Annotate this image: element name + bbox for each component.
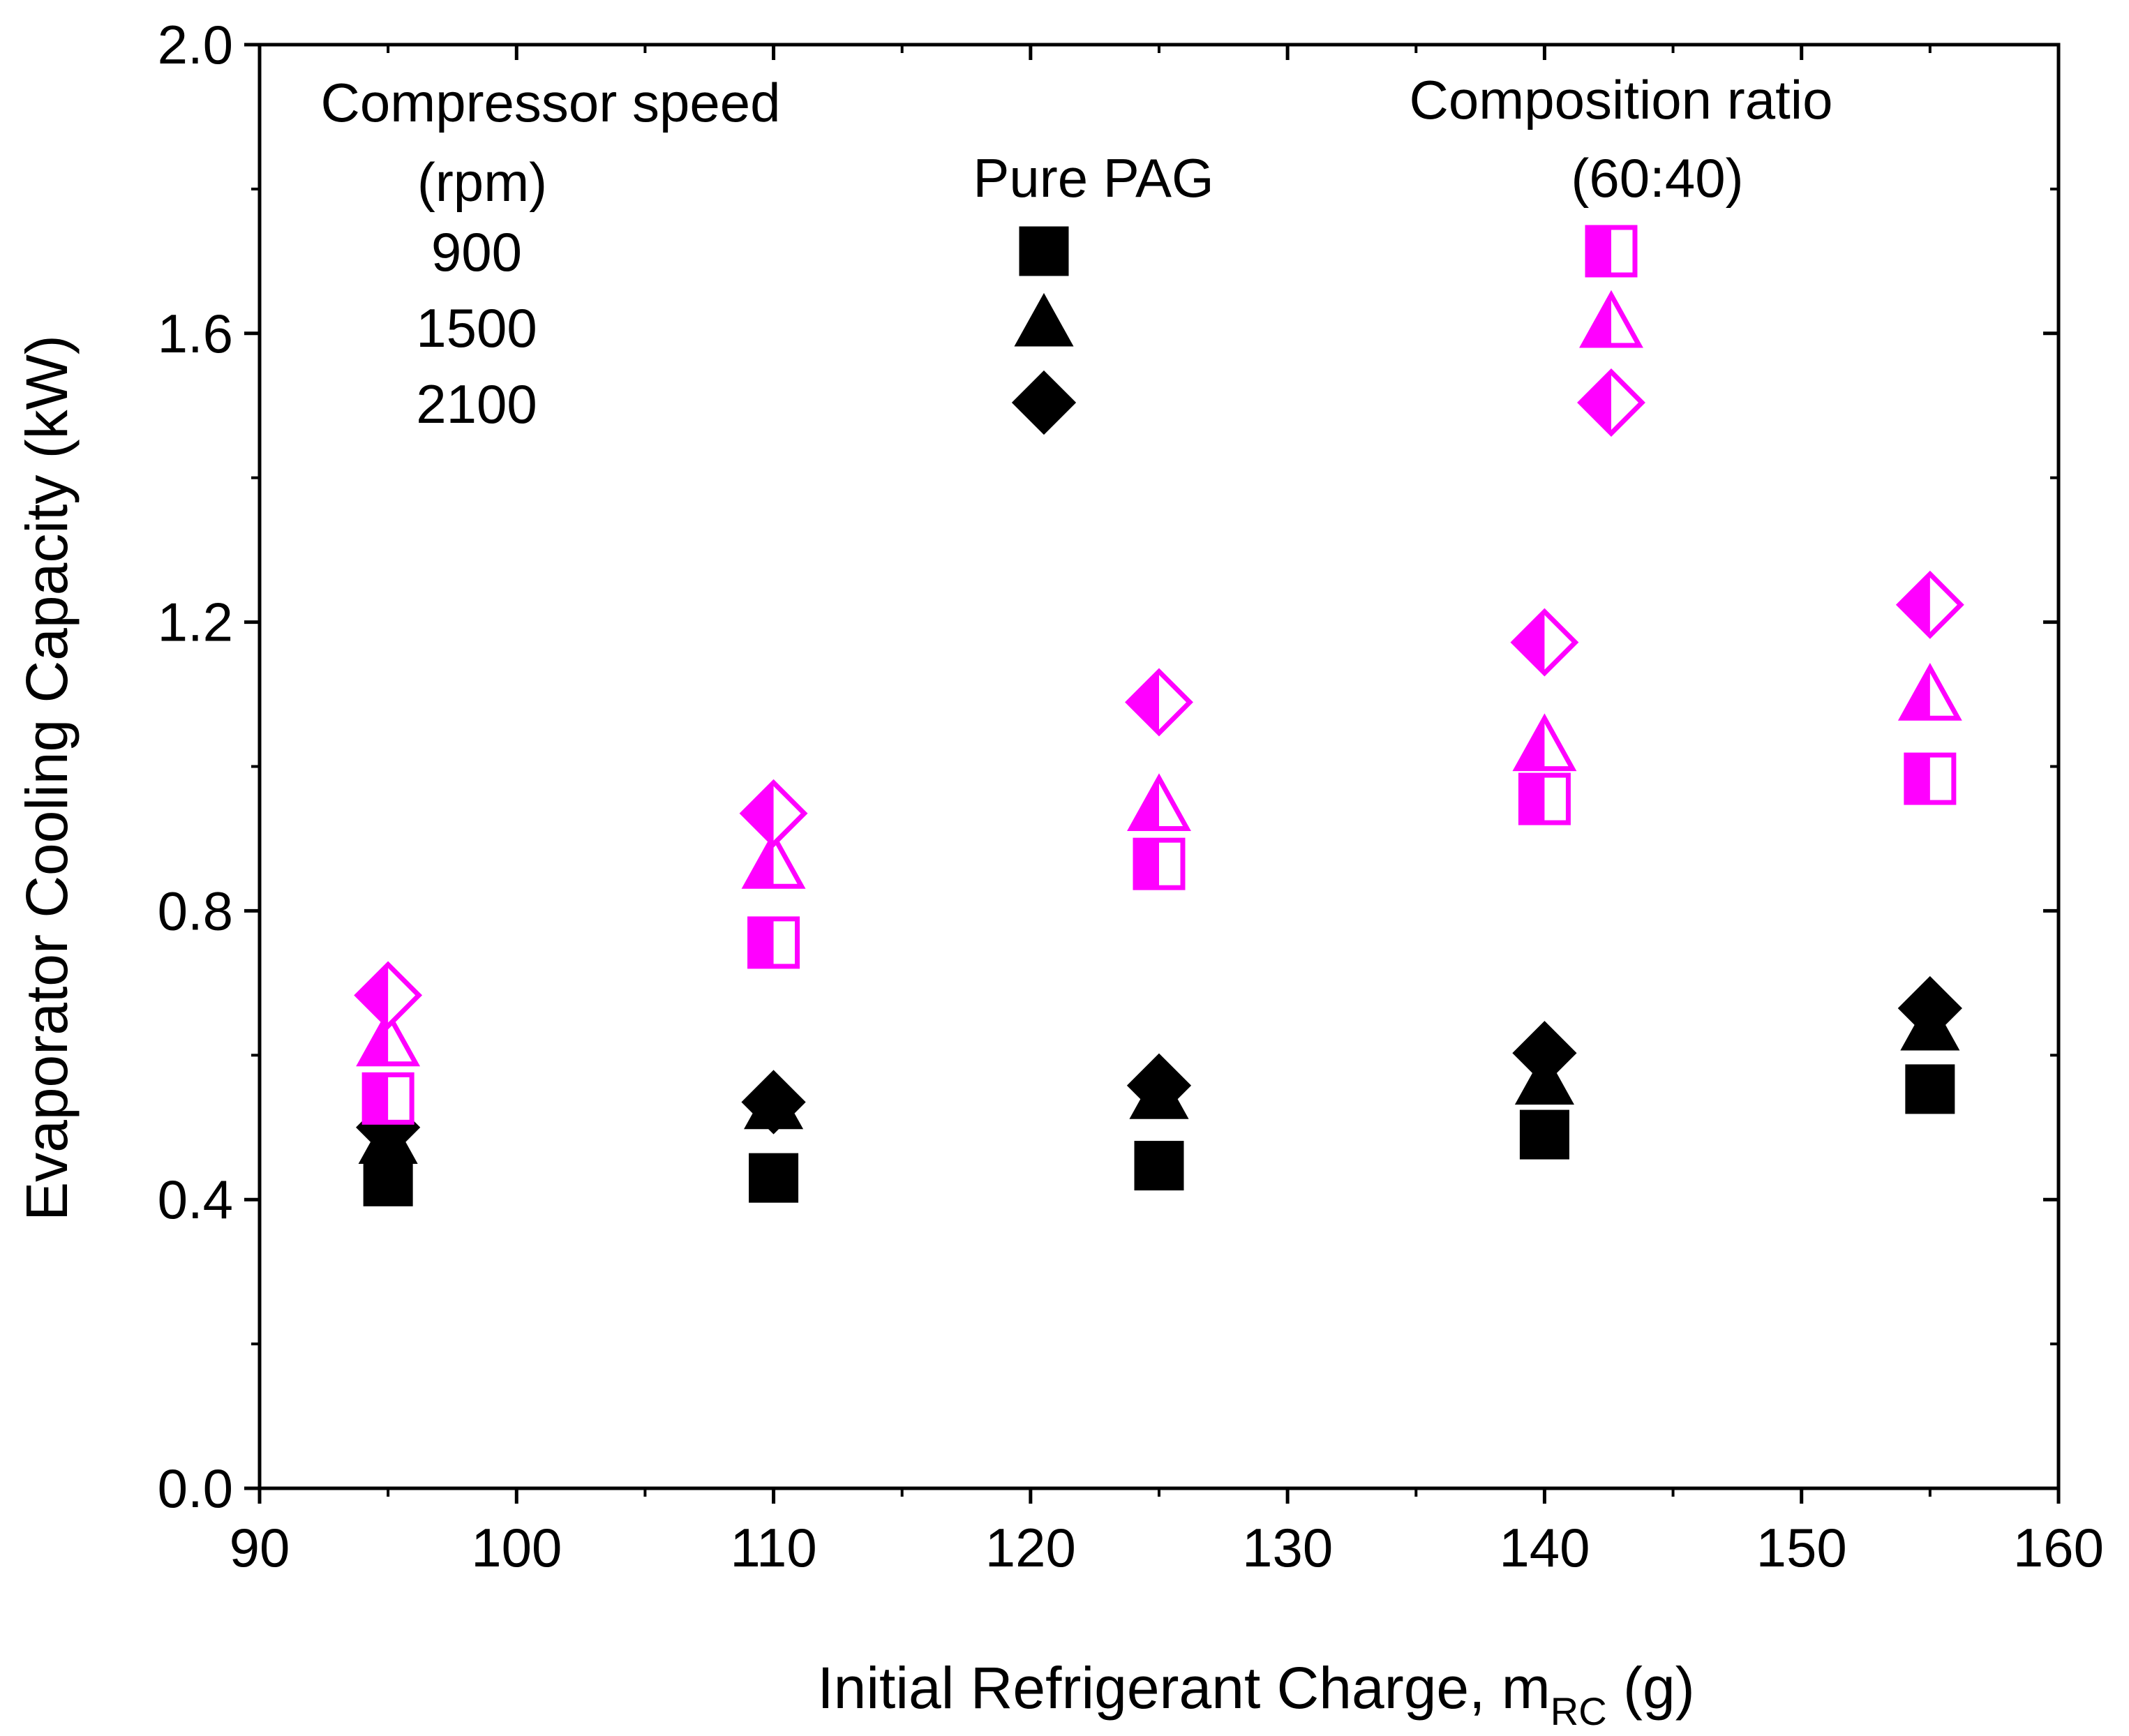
x-axis-title-subscript: RC — [1551, 1689, 1607, 1733]
legend: Compressor speed (rpm) 900 1500 2100 Pur… — [321, 69, 1833, 437]
data-point — [354, 961, 423, 1030]
axes: 90 100 110 120 130 140 150 160 0.0 0.4 0.8 1.2 1.6 2.… — [158, 14, 2105, 1578]
series-3 — [361, 752, 1957, 1125]
y-tick-label: 2.0 — [158, 14, 233, 75]
x-tick-label: 130 — [1242, 1517, 1333, 1578]
data-point — [1126, 1053, 1192, 1118]
data-point — [747, 916, 800, 969]
data-point — [363, 1156, 413, 1206]
data-point — [1895, 570, 1964, 639]
legend-marker — [1579, 290, 1643, 348]
data-points — [354, 570, 1964, 1206]
data-point — [1510, 608, 1579, 677]
y-tick-label: 1.6 — [158, 303, 233, 364]
legend-marker — [1014, 292, 1074, 347]
data-point — [1134, 1141, 1184, 1191]
data-point — [356, 1008, 421, 1067]
y-tick-label: 0.4 — [158, 1169, 233, 1230]
series-0 — [363, 1064, 1955, 1206]
data-point — [1127, 773, 1191, 831]
data-point — [1897, 662, 1962, 721]
x-tick-label: 140 — [1499, 1517, 1590, 1578]
x-axis-title: Initial Refrigerant Charge, mRC (g) — [817, 1655, 1694, 1733]
data-point — [1512, 1021, 1577, 1086]
x-tick-label: 150 — [1756, 1517, 1847, 1578]
legend-markers — [1011, 225, 1645, 437]
x-tick-label: 90 — [230, 1517, 290, 1578]
x-tick-label: 110 — [730, 1517, 816, 1578]
data-point — [749, 1153, 799, 1203]
legend-speed-header-line2: (rpm) — [417, 151, 547, 213]
y-tick-label: 1.2 — [158, 592, 233, 653]
data-point — [741, 831, 806, 889]
y-tick-label: 0.0 — [158, 1458, 233, 1519]
legend-speed-2100: 2100 — [416, 373, 537, 435]
legend-speed-1500: 1500 — [416, 297, 537, 359]
data-point — [741, 1070, 806, 1135]
legend-marker — [1585, 225, 1638, 278]
legend-marker — [1019, 226, 1069, 276]
data-point — [1904, 752, 1957, 805]
x-tick-label: 120 — [985, 1517, 1076, 1578]
legend-group-composition-header-line2: (60:40) — [1571, 147, 1743, 209]
legend-group-composition-header-line1: Composition ratio — [1410, 69, 1833, 130]
x-tick-label: 100 — [471, 1517, 562, 1578]
data-point — [1125, 668, 1193, 737]
legend-group-pure-pag-header: Pure PAG — [973, 147, 1213, 209]
legend-speed-900: 900 — [431, 221, 522, 283]
data-point — [1512, 713, 1577, 772]
data-point — [1897, 975, 1962, 1041]
y-axis-title: Evaporator Cooling Capacity (kW) — [14, 335, 80, 1221]
data-point — [739, 779, 808, 848]
x-tick-label: 160 — [2013, 1517, 2104, 1578]
data-point — [1519, 1109, 1569, 1160]
series-4 — [356, 662, 1962, 1067]
series-5 — [354, 570, 1964, 1030]
legend-marker — [1011, 370, 1077, 435]
data-point — [1905, 1064, 1955, 1114]
x-axis-title-main: Initial Refrigerant Charge, m — [817, 1655, 1550, 1721]
y-tick-label: 0.8 — [158, 880, 233, 941]
legend-speed-header-line1: Compressor speed — [321, 72, 781, 133]
data-point — [361, 1072, 414, 1125]
x-axis-title-unit: (g) — [1607, 1655, 1695, 1721]
legend-marker — [1577, 368, 1645, 437]
data-point — [1518, 772, 1571, 825]
data-point — [1133, 837, 1186, 890]
